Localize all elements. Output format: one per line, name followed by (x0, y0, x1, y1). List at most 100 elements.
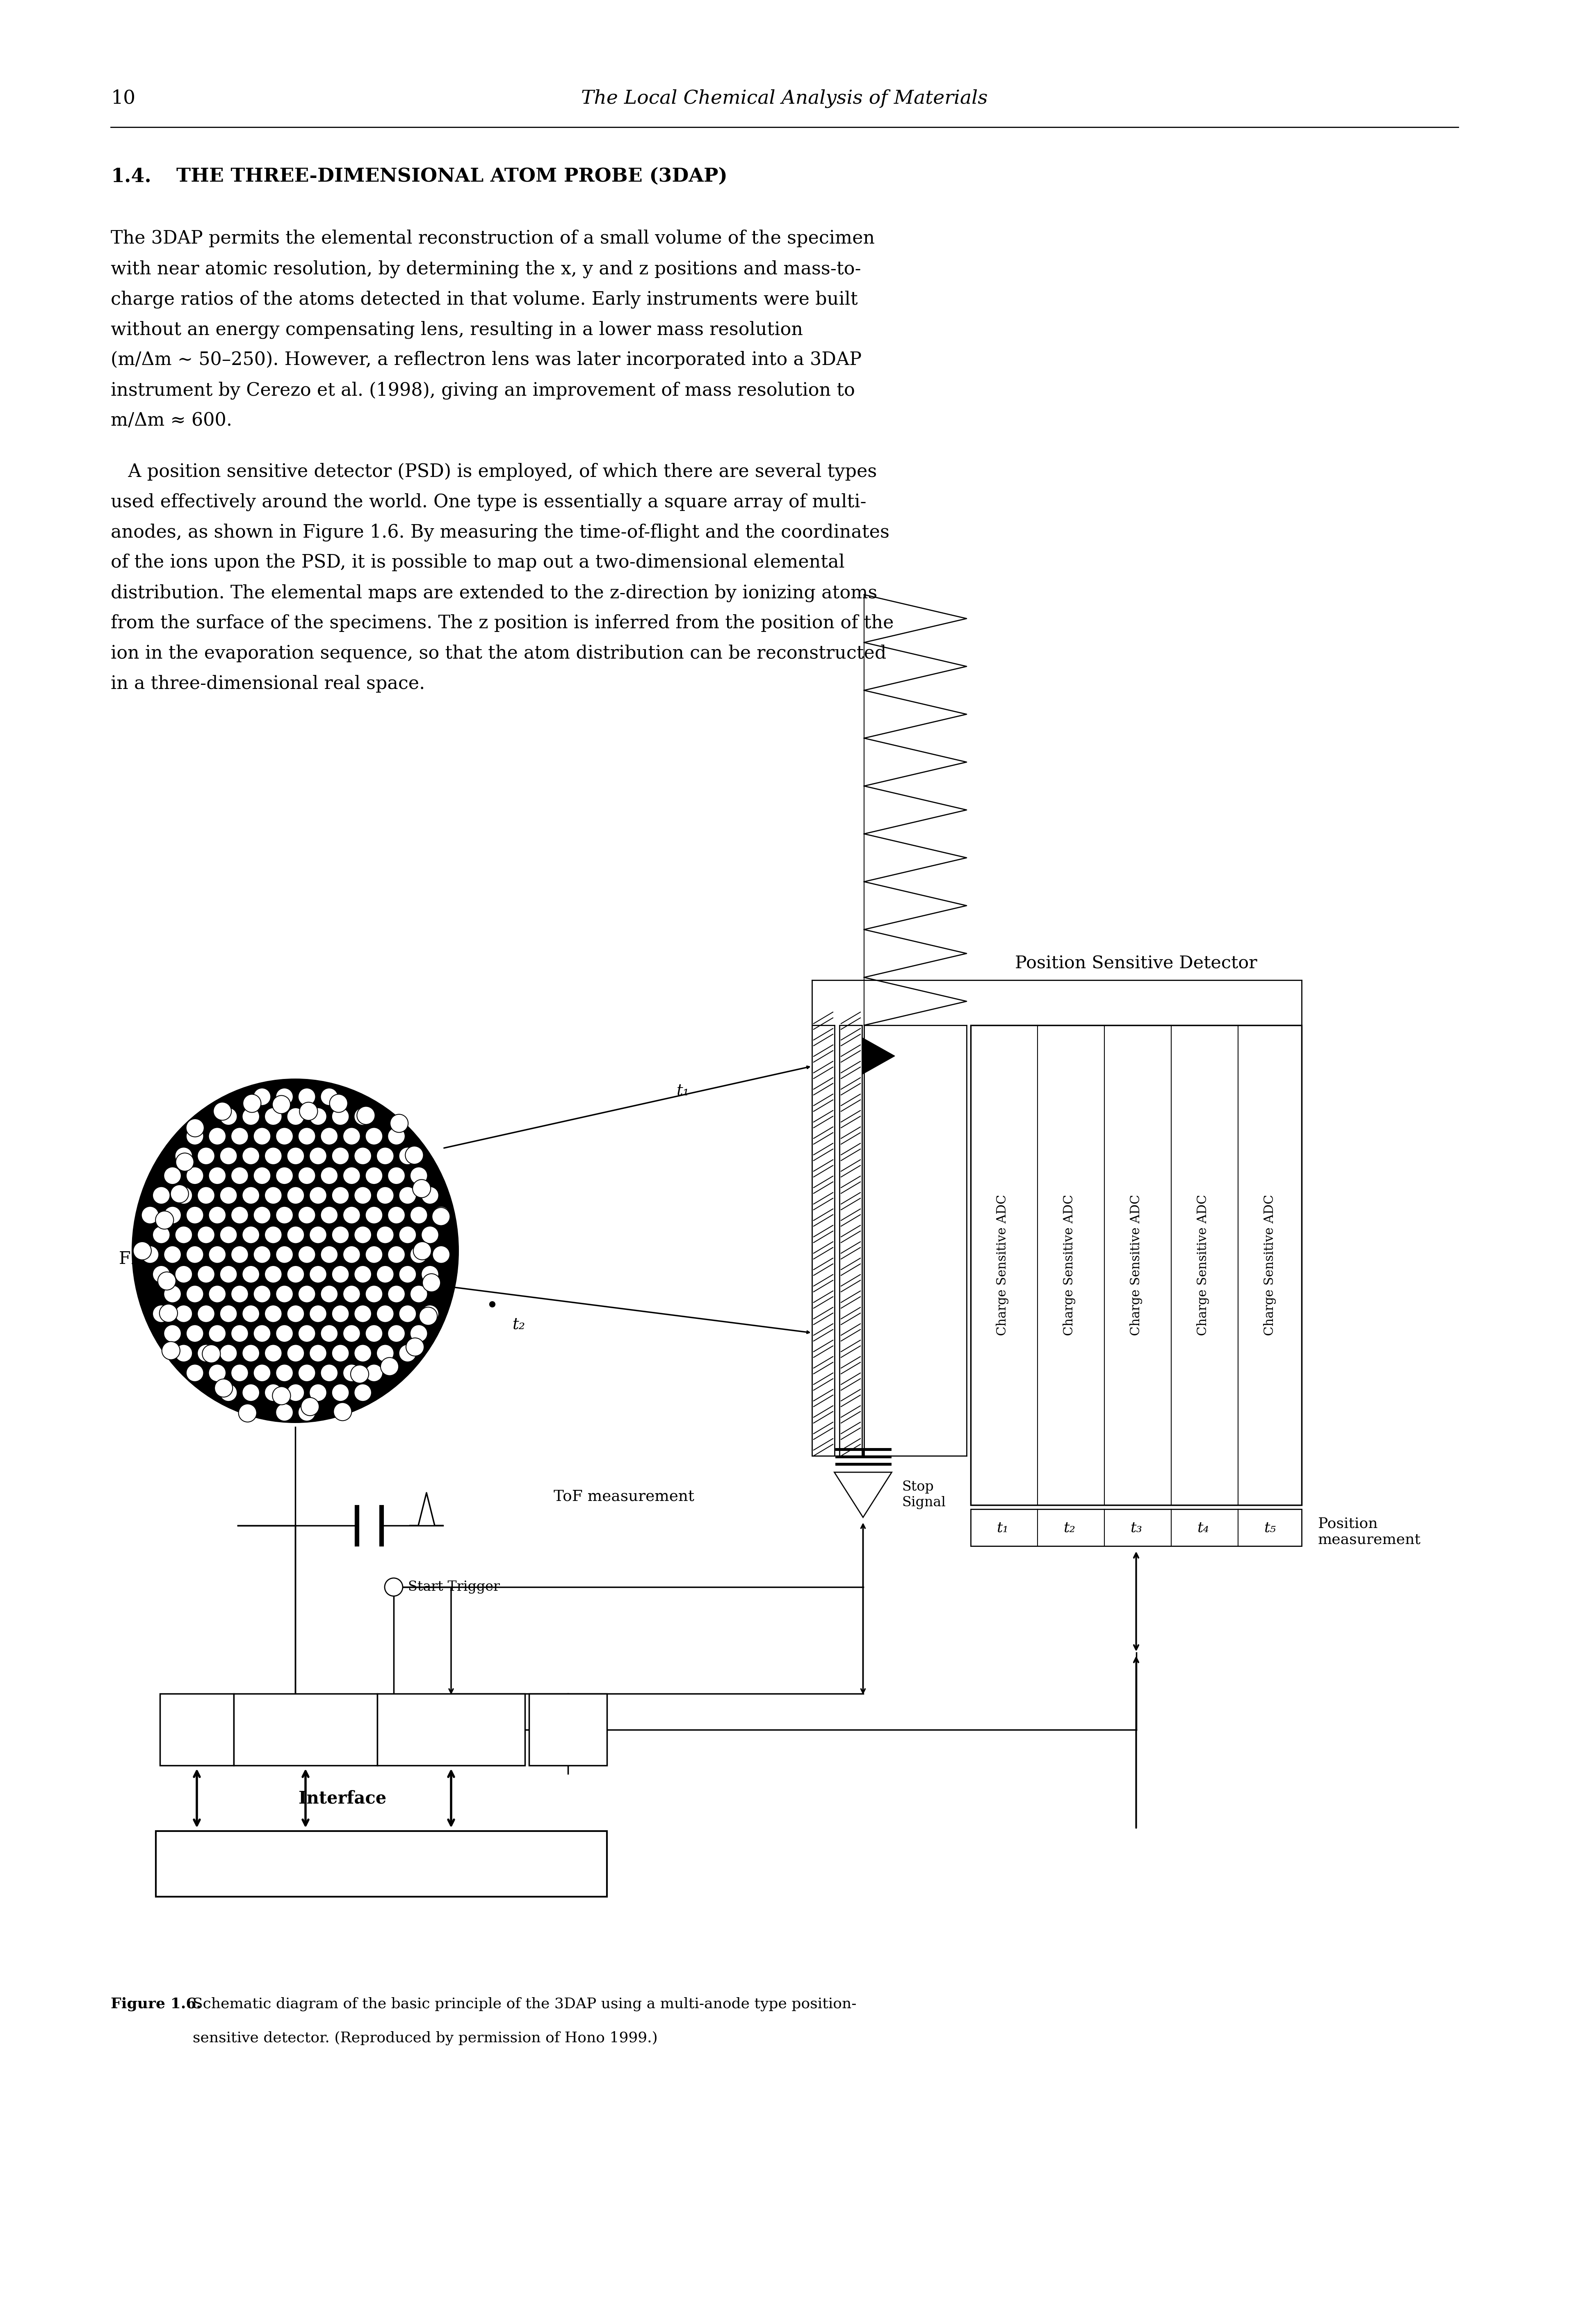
Circle shape (265, 1306, 282, 1322)
Circle shape (220, 1346, 237, 1362)
Circle shape (298, 1325, 315, 1343)
Circle shape (287, 1383, 304, 1401)
Text: Figure 1.6.: Figure 1.6. (111, 1996, 207, 2010)
Circle shape (433, 1246, 450, 1264)
Circle shape (273, 1387, 290, 1404)
Circle shape (331, 1346, 350, 1362)
Text: 8ch Timer: 8ch Timer (400, 1722, 502, 1738)
Text: Charge Sensitive ADC: Charge Sensitive ADC (1263, 1195, 1276, 1336)
Circle shape (242, 1148, 259, 1164)
Circle shape (300, 1102, 317, 1120)
Text: of the ions upon the PSD, it is possible to map out a two-dimensional elemental: of the ions upon the PSD, it is possible… (111, 553, 844, 572)
Circle shape (220, 1227, 237, 1243)
Circle shape (344, 1167, 361, 1185)
Circle shape (344, 1246, 361, 1264)
Circle shape (413, 1181, 431, 1197)
Circle shape (413, 1241, 431, 1260)
Circle shape (355, 1346, 372, 1362)
Circle shape (276, 1285, 293, 1304)
Circle shape (162, 1341, 180, 1360)
Circle shape (163, 1285, 182, 1304)
Text: without an energy compensating lens, resulting in a lower mass resolution: without an energy compensating lens, res… (111, 321, 803, 339)
Text: Charge Sensitive ADC: Charge Sensitive ADC (996, 1195, 1009, 1336)
Circle shape (253, 1246, 271, 1264)
Circle shape (355, 1148, 372, 1164)
Circle shape (265, 1109, 282, 1125)
Circle shape (309, 1383, 326, 1401)
Circle shape (198, 1148, 215, 1164)
Circle shape (276, 1246, 293, 1264)
Circle shape (298, 1404, 315, 1420)
Circle shape (276, 1088, 293, 1106)
Circle shape (213, 1102, 231, 1120)
Circle shape (388, 1246, 405, 1264)
Text: m/Δm ≈ 600.: m/Δm ≈ 600. (111, 411, 232, 430)
Text: 1.4.: 1.4. (111, 167, 151, 186)
Circle shape (174, 1346, 193, 1362)
Circle shape (198, 1306, 215, 1322)
Circle shape (320, 1325, 337, 1343)
Circle shape (298, 1167, 315, 1185)
Text: Start Trigger: Start Trigger (408, 1580, 501, 1594)
Circle shape (231, 1285, 248, 1304)
Circle shape (405, 1146, 424, 1164)
Bar (234, 1694, 377, 1766)
Circle shape (265, 1148, 282, 1164)
Circle shape (331, 1148, 350, 1164)
Circle shape (298, 1246, 315, 1264)
Circle shape (366, 1285, 383, 1304)
Circle shape (410, 1167, 427, 1185)
Circle shape (265, 1383, 282, 1401)
Circle shape (231, 1364, 248, 1383)
Circle shape (388, 1206, 405, 1225)
Circle shape (366, 1206, 383, 1225)
Text: t₅: t₅ (1265, 1520, 1276, 1534)
Circle shape (265, 1267, 282, 1283)
Circle shape (220, 1383, 237, 1401)
Circle shape (420, 1227, 439, 1243)
Circle shape (344, 1206, 361, 1225)
Circle shape (187, 1246, 204, 1264)
Circle shape (422, 1274, 441, 1292)
Circle shape (377, 1227, 394, 1243)
Circle shape (433, 1206, 450, 1225)
Circle shape (141, 1246, 158, 1264)
Text: Charge Sensitive ADC: Charge Sensitive ADC (1130, 1195, 1142, 1336)
Circle shape (331, 1227, 350, 1243)
Circle shape (231, 1246, 248, 1264)
Circle shape (187, 1285, 204, 1304)
Polygon shape (861, 1037, 894, 1074)
Circle shape (410, 1206, 427, 1225)
Text: charge ratios of the atoms detected in that volume. Early instruments were built: charge ratios of the atoms detected in t… (111, 290, 858, 309)
Circle shape (298, 1127, 315, 1146)
Circle shape (399, 1346, 416, 1362)
Circle shape (243, 1095, 260, 1113)
Circle shape (253, 1127, 271, 1146)
Circle shape (420, 1306, 439, 1322)
Circle shape (320, 1364, 337, 1383)
Circle shape (410, 1246, 427, 1264)
Circle shape (287, 1227, 304, 1243)
Circle shape (220, 1148, 237, 1164)
Circle shape (215, 1378, 232, 1397)
Circle shape (388, 1167, 405, 1185)
Text: from the surface of the specimens. The z position is inferred from the position : from the surface of the specimens. The z… (111, 614, 894, 632)
Circle shape (320, 1167, 337, 1185)
Circle shape (366, 1325, 383, 1343)
Circle shape (253, 1285, 271, 1304)
Circle shape (344, 1127, 361, 1146)
Circle shape (366, 1364, 383, 1383)
Circle shape (242, 1383, 259, 1401)
Circle shape (276, 1127, 293, 1146)
Circle shape (320, 1285, 337, 1304)
Circle shape (220, 1267, 237, 1283)
Text: ToF measurement: ToF measurement (554, 1490, 693, 1504)
Circle shape (391, 1113, 408, 1132)
Circle shape (287, 1306, 304, 1322)
Text: ion in the evaporation sequence, so that the atom distribution can be reconstruc: ion in the evaporation sequence, so that… (111, 644, 886, 662)
Circle shape (198, 1267, 215, 1283)
Text: anodes, as shown in Figure 1.6. By measuring the time-of-flight and the coordina: anodes, as shown in Figure 1.6. By measu… (111, 523, 890, 541)
Circle shape (344, 1364, 361, 1383)
Circle shape (406, 1339, 424, 1355)
Circle shape (141, 1206, 158, 1225)
